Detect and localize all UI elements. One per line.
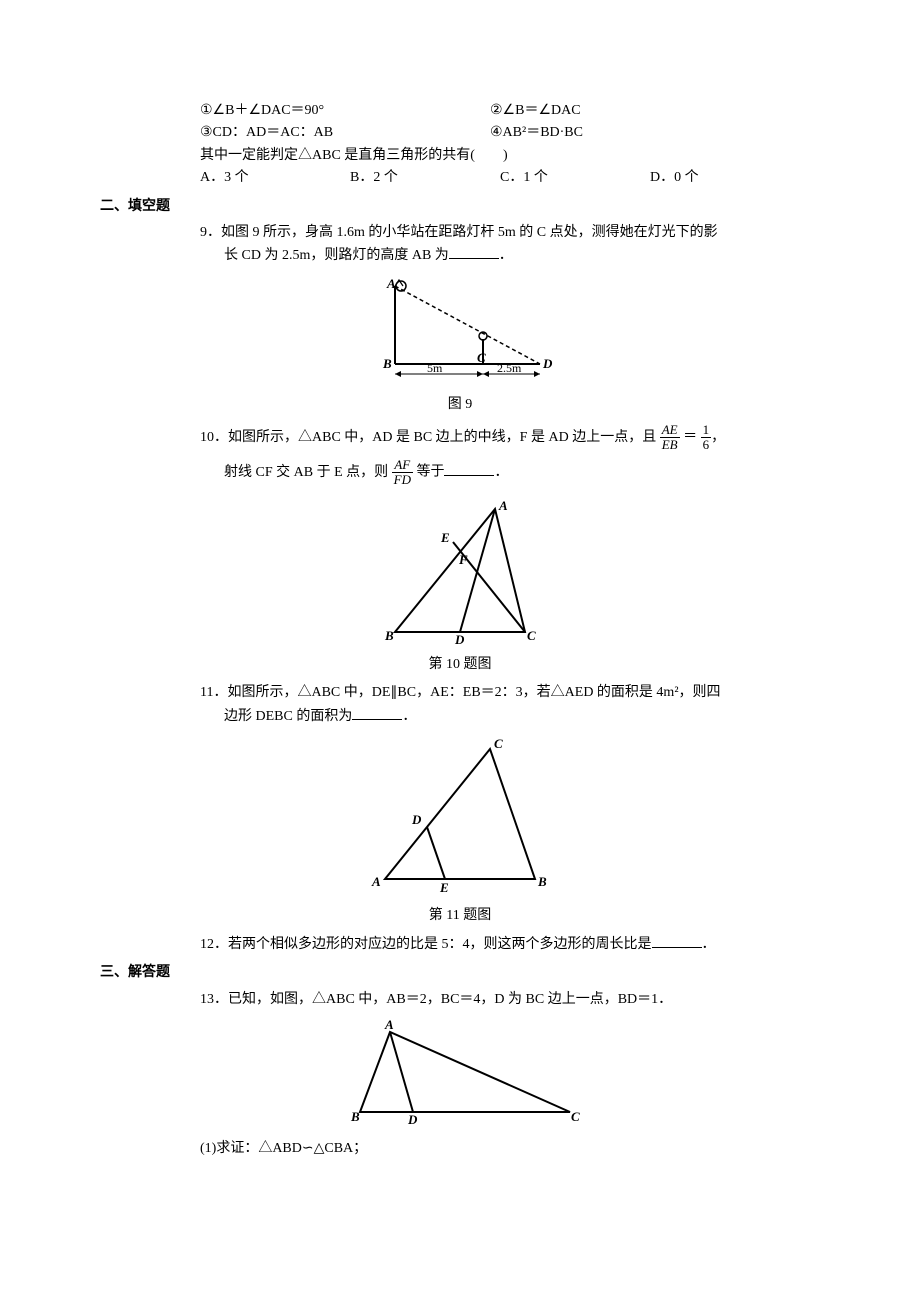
option-d: D．0 个 [650, 167, 800, 189]
q11-caption: 第 11 题图 [100, 905, 820, 927]
q10-text-1a: 如图所示，△ABC 中，AD 是 BC 边上的中线，F 是 AD 边上一点，且 [228, 430, 656, 445]
q10-frac1-den: EB [660, 438, 680, 452]
q11-label-A: A [371, 874, 381, 889]
section-2-heading: 二、填空题 [100, 196, 820, 218]
q9-blank [449, 244, 499, 259]
q10-label-E: E [440, 530, 450, 545]
q9-caption: 图 9 [100, 394, 820, 416]
q9-text-2b: ． [499, 248, 513, 263]
q10-line1: 10．如图所示，△ABC 中，AD 是 BC 边上的中线，F 是 AD 边上一点… [200, 423, 820, 453]
q10-line2: 射线 CF 交 AB 于 E 点，则 AFFD 等于 ． [224, 458, 820, 488]
q13-text: 已知，如图，△ABC 中，AB＝2，BC＝4，D 为 BC 边上一点，BD＝1． [228, 992, 672, 1007]
cond-3: ③CD：AD＝AC：AB [200, 122, 490, 144]
q10-frac3-num: AF [392, 458, 413, 473]
option-c: C．1 个 [500, 167, 650, 189]
q13-label-A: A [384, 1017, 394, 1032]
q10-blank [444, 461, 494, 476]
option-row: A．3 个 B．2 个 C．1 个 D．0 个 [200, 167, 820, 189]
q10-text-2a: 射线 CF 交 AB 于 E 点，则 [224, 465, 388, 480]
q12-number: 12． [200, 937, 228, 952]
q9-label-B: B [382, 356, 392, 371]
q9-text-1: 如图 9 所示，身高 1.6m 的小华站在距路灯杆 5m 的 C 点处，测得她在… [221, 225, 718, 240]
q10-text-2b: 等于 [416, 465, 444, 480]
q13-line: 13．已知，如图，△ABC 中，AB＝2，BC＝4，D 为 BC 边上一点，BD… [200, 989, 820, 1011]
q11-text-2a: 边形 DEBC 的面积为 [224, 709, 352, 724]
condition-row-2: ③CD：AD＝AC：AB ④AB²＝BD·BC [200, 122, 820, 144]
q9-label-A: A [386, 276, 396, 291]
q11-blank [352, 705, 402, 720]
q10-label-A: A [498, 498, 508, 513]
q11-label-B: B [537, 874, 547, 889]
q13-label-C: C [571, 1109, 580, 1124]
q11-label-C: C [494, 736, 503, 751]
section-3-heading: 三、解答题 [100, 962, 820, 984]
q10-caption: 第 10 题图 [100, 654, 820, 676]
q10-frac-1: AEEB [660, 423, 680, 453]
q10-frac1-num: AE [660, 423, 680, 438]
q9-line2: 长 CD 为 2.5m，则路灯的高度 AB 为 ． [224, 244, 820, 267]
q11-line1: 11．如图所示，△ABC 中，DE∥BC，AE：EB＝2：3，若△AED 的面积… [200, 682, 820, 704]
q9-line1: 9．如图 9 所示，身高 1.6m 的小华站在距路灯杆 5m 的 C 点处，测得… [200, 222, 820, 244]
q12-line: 12．若两个相似多边形的对应边的比是 5：4，则这两个多边形的周长比是 ． [200, 933, 820, 956]
q10-figure: A B C D E F [100, 494, 820, 652]
q13-number: 13． [200, 992, 228, 1007]
q10-frac2-num: 1 [701, 423, 712, 438]
q9-label-D: D [542, 356, 553, 371]
q9-text-2a: 长 CD 为 2.5m，则路灯的高度 AB 为 [224, 248, 449, 263]
q12-blank [652, 933, 702, 948]
q10-frac2-den: 6 [701, 438, 712, 452]
q10-frac-3: AFFD [392, 458, 413, 488]
cond-2: ②∠B＝∠DAC [490, 100, 581, 122]
q10-text-2c: ． [494, 465, 508, 480]
condition-row-1: ①∠B＋∠DAC＝90° ②∠B＝∠DAC [200, 100, 820, 122]
q10-svg: A B C D E F [365, 494, 555, 644]
q11-text-1: 如图所示，△ABC 中，DE∥BC，AE：EB＝2：3，若△AED 的面积是 4… [227, 685, 720, 700]
q11-line2: 边形 DEBC 的面积为 ． [224, 705, 820, 728]
q11-label-E: E [439, 880, 449, 894]
q10-label-B: B [384, 628, 394, 643]
q11-figure: A B C D E [100, 734, 820, 902]
q13-svg: A B C D [335, 1017, 585, 1127]
q9-dim-2: 2.5m [497, 361, 522, 375]
q11-number: 11． [200, 685, 227, 700]
cond-1: ①∠B＋∠DAC＝90° [200, 100, 490, 122]
top-stem: 其中一定能判定△ABC 是直角三角形的共有( ) [200, 145, 820, 167]
q13-figure: A B C D [100, 1017, 820, 1135]
option-a: A．3 个 [200, 167, 350, 189]
q10-eq: ＝ [683, 429, 697, 444]
option-b: B．2 个 [350, 167, 500, 189]
q9-dim-1: 5m [427, 361, 443, 375]
q9-number: 9． [200, 225, 221, 240]
q9-svg: A B C D 5m 2.5m [365, 274, 555, 384]
q10-label-F: F [458, 552, 468, 567]
q11-svg: A B C D E [360, 734, 560, 894]
page: ①∠B＋∠DAC＝90° ②∠B＝∠DAC ③CD：AD＝AC：AB ④AB²＝… [0, 0, 920, 1302]
q10-label-C: C [527, 628, 536, 643]
q11-text-2b: ． [402, 709, 416, 724]
q10-label-D: D [454, 632, 465, 644]
q13-label-D: D [407, 1112, 418, 1127]
q9-label-C: C [477, 350, 486, 365]
cond-4: ④AB²＝BD·BC [490, 122, 583, 144]
q12-text-a: 若两个相似多边形的对应边的比是 5：4，则这两个多边形的周长比是 [228, 937, 652, 952]
q12-text-b: ． [702, 937, 716, 952]
q9-figure: A B C D 5m 2.5m [100, 274, 820, 392]
q10-frac3-den: FD [392, 473, 413, 487]
q10-number: 10． [200, 430, 228, 445]
q13-label-B: B [350, 1109, 360, 1124]
q10-text-1b: ， [711, 430, 725, 445]
q11-label-D: D [411, 812, 422, 827]
q13-sub1: (1)求证：△ABD∽△CBA； [200, 1138, 820, 1160]
q10-frac-2: 16 [701, 423, 712, 453]
